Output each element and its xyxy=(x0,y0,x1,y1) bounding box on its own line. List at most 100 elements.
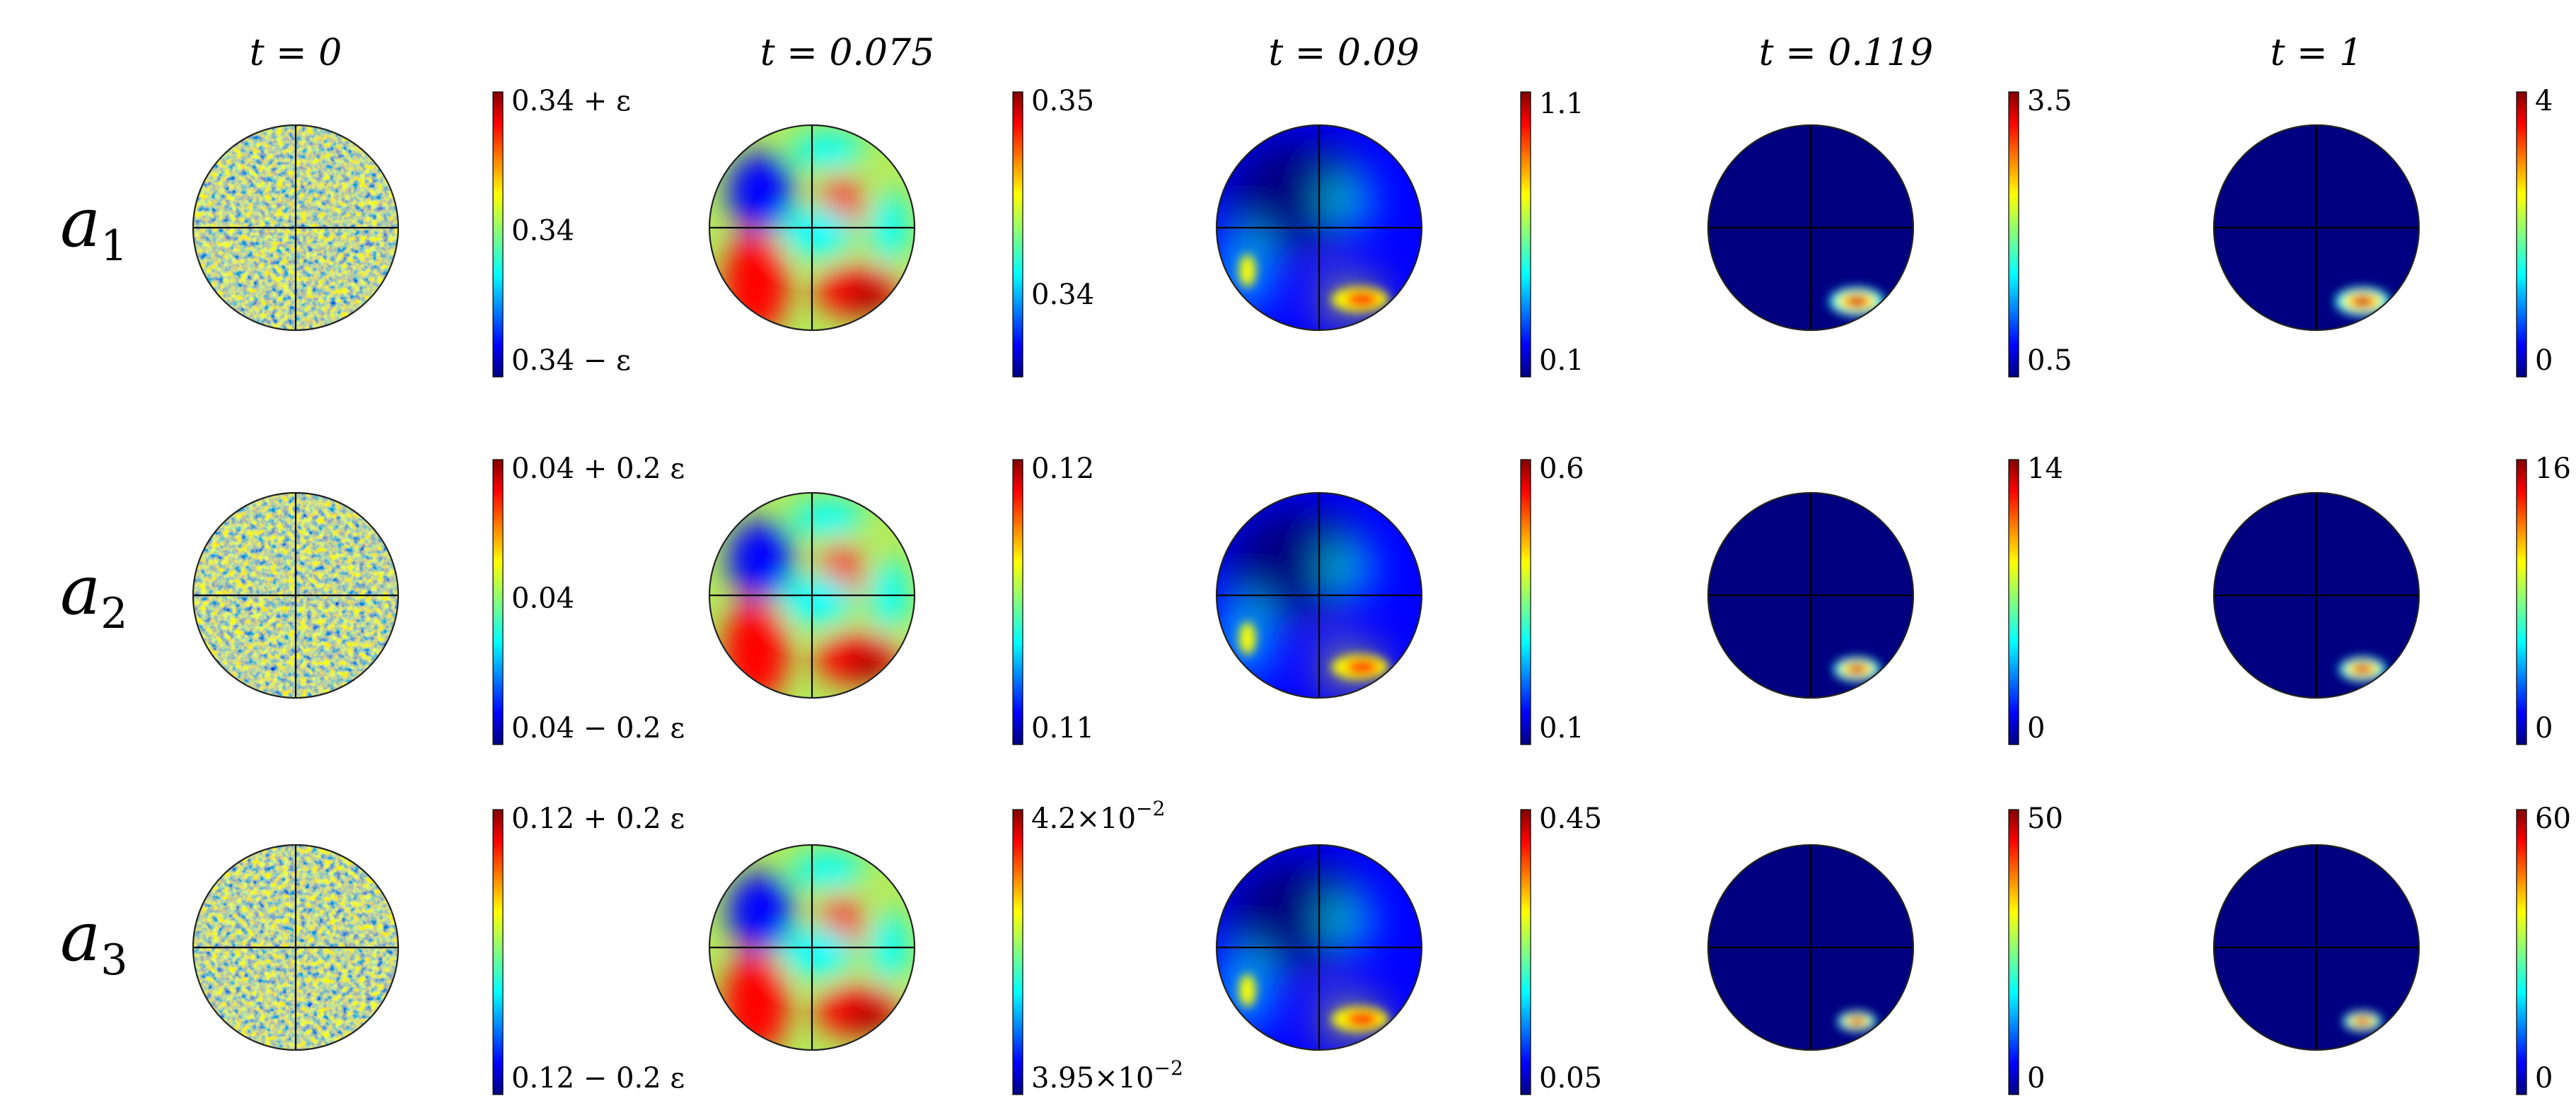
colorbar-tick-label: 4 xyxy=(2535,85,2553,117)
colorbar: 60 0 xyxy=(2516,803,2571,1095)
colorbar: 40 xyxy=(2516,85,2553,378)
colorbar: 0.12 + 0.2 ε 0.12 − 0.2 ε xyxy=(492,803,685,1095)
colorbar-tick-label: 0.5 xyxy=(2027,344,2072,377)
colorbar-tick-label: 0.35 xyxy=(1031,85,1094,117)
colorbar-tick-label: 0 xyxy=(2027,1062,2045,1095)
panel-r1-c1: 0.34 + ε 0.34 0.34 − ε xyxy=(192,85,631,378)
colorbar-tick-label: 16 xyxy=(2535,453,2571,485)
disk-outline xyxy=(1707,124,1915,332)
colorbar-tick-label: 0 xyxy=(2535,1062,2553,1095)
colorbar-tick-label: 0.34 − ε xyxy=(511,344,631,377)
colorbar: 16 0 xyxy=(2516,453,2571,745)
colorbar-gradient xyxy=(2009,810,2019,1095)
row-label-a3: a3 xyxy=(60,897,127,985)
colorbar-tick-label: 0.12 − 0.2 ε xyxy=(511,1062,685,1095)
colorbar-tick-label: 50 xyxy=(2027,803,2063,835)
colorbar-gradient xyxy=(2517,92,2526,377)
row-labels: a1 a2 a3 xyxy=(60,183,127,985)
colorbar-tick-label: 60 xyxy=(2535,803,2571,835)
colorbar-gradient xyxy=(2517,460,2526,745)
colorbar-tick-label: 0.1 xyxy=(1539,712,1584,745)
column-titles: t = 0 t = 0.075 t = 0.09 t = 0.119 t = 1 xyxy=(250,32,2363,74)
colorbar: 0.35 0.34 xyxy=(1012,85,1094,378)
colorbar-gradient xyxy=(1521,460,1531,745)
panel-r3-c5: 60 0 xyxy=(2212,803,2571,1095)
colorbar: 0.45 0.05 xyxy=(1520,803,1602,1095)
colorbar: 50 0 xyxy=(2008,803,2063,1095)
colorbar: 1.1 0.1 xyxy=(1520,88,1584,378)
colorbar-tick-label: 4.2×10−2 xyxy=(1031,797,1165,835)
disk-outline xyxy=(2212,491,2420,699)
colorbar-gradient xyxy=(493,460,503,745)
disk-outline xyxy=(192,124,400,332)
row-label-a2: a2 xyxy=(60,551,127,638)
colorbar-tick-label: 0.34 xyxy=(1031,279,1094,311)
panel-r2-c3: 0.6 0.1 xyxy=(1215,453,1584,745)
colorbar-tick-label: 0.12 + 0.2 ε xyxy=(511,803,685,835)
disk-outline xyxy=(1707,844,1915,1051)
panel-r1-c4: 3.5 0.5 xyxy=(1707,85,2072,378)
colorbar-tick-label: 0.34 + ε xyxy=(511,85,631,117)
colorbar-gradient xyxy=(1521,92,1531,377)
panel-r3-c1: 0.12 + 0.2 ε 0.12 − 0.2 ε xyxy=(192,803,685,1095)
colorbar-tick-label: 0 xyxy=(2535,712,2553,745)
disk-outline xyxy=(708,124,916,332)
colorbar-tick-label: 0 xyxy=(2535,344,2553,377)
colorbar-gradient xyxy=(1013,460,1023,745)
disk-outline xyxy=(1215,491,1423,699)
colorbar-tick-label: 0 xyxy=(2027,712,2045,745)
panel-r3-c4: 50 0 xyxy=(1707,803,2063,1095)
panel-r1-c2: 0.35 0.34 xyxy=(708,85,1094,378)
colorbar-tick-label: 0.04 xyxy=(511,583,574,615)
disk-outline xyxy=(1215,124,1423,332)
colorbar-tick-label: 0.04 + 0.2 ε xyxy=(511,453,685,485)
disk-outline xyxy=(1215,844,1423,1051)
colorbar-gradient xyxy=(2517,810,2526,1095)
colorbar: 0.34 + ε 0.34 0.34 − ε xyxy=(492,85,631,378)
disk-outline xyxy=(2212,844,2420,1051)
colorbar-gradient xyxy=(1521,810,1531,1095)
colorbar: 3.5 0.5 xyxy=(2008,85,2072,378)
col-title-1: t = 0 xyxy=(250,32,342,74)
colorbar-gradient xyxy=(493,810,503,1095)
panel-r2-c2: 0.12 0.11 xyxy=(708,453,1094,745)
col-title-5: t = 1 xyxy=(2270,32,2363,74)
colorbar-tick-exponent: −2 xyxy=(1136,797,1165,820)
panel-r1-c3: 1.1 0.1 xyxy=(1215,88,1584,378)
colorbar: 4.2×10−2 3.95×10−2 xyxy=(1012,797,1183,1095)
colorbar-tick-label: 3.5 xyxy=(2027,85,2072,117)
colorbar: 0.12 0.11 xyxy=(1012,453,1094,745)
colorbar: 0.6 0.1 xyxy=(1520,453,1584,745)
col-title-4: t = 0.119 xyxy=(1759,32,1933,74)
disk-outline xyxy=(192,491,400,699)
colorbar-gradient xyxy=(1013,92,1023,377)
colorbar-gradient xyxy=(493,92,503,377)
colorbar-tick-label: 0.11 xyxy=(1031,712,1094,745)
disk-outline xyxy=(1707,491,1915,699)
colorbar-tick-label: 3.95×10−2 xyxy=(1031,1056,1183,1095)
colorbar: 0.04 + 0.2 ε 0.04 0.04 − 0.2 ε xyxy=(492,453,685,745)
panel-r2-c1: 0.04 + 0.2 ε 0.04 0.04 − 0.2 ε xyxy=(192,453,685,745)
colorbar-tick-label: 14 xyxy=(2027,453,2063,485)
colorbar-tick-label: 0.34 xyxy=(511,215,574,247)
row-label-a1: a1 xyxy=(60,183,127,271)
disk-outline xyxy=(192,844,400,1051)
disk-outline xyxy=(708,844,916,1051)
colorbar-tick-label: 0.04 − 0.2 ε xyxy=(511,712,685,745)
colorbar-gradient xyxy=(1013,810,1023,1095)
colorbar-gradient xyxy=(2009,92,2019,377)
colorbar-gradient xyxy=(2009,460,2019,745)
col-title-3: t = 0.09 xyxy=(1268,32,1419,74)
panel-r1-c5: 40 xyxy=(2212,85,2553,378)
col-title-2: t = 0.075 xyxy=(760,32,934,74)
colorbar-tick-label: 0.05 xyxy=(1539,1062,1602,1095)
panel-r3-c2: 4.2×10−2 3.95×10−2 xyxy=(708,797,1183,1095)
panels: 0.34 + ε 0.34 0.34 − ε 0.35 0.34 1.1 0.1 3.5 0.5… xyxy=(192,85,2571,1095)
disk-outline xyxy=(2212,124,2420,332)
disk-outline xyxy=(708,491,916,699)
colorbar-tick-exponent: −2 xyxy=(1154,1056,1183,1080)
colorbar-tick-label: 1.1 xyxy=(1539,88,1584,120)
colorbar-tick-label: 0.1 xyxy=(1539,344,1584,377)
colorbar-tick-label: 0.45 xyxy=(1539,803,1602,835)
